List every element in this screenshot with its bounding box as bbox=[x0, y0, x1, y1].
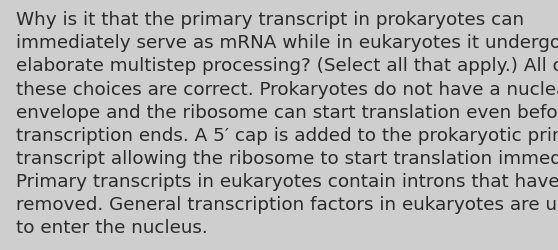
Text: transcript allowing the ribosome to start translation immediately.: transcript allowing the ribosome to star… bbox=[16, 149, 558, 167]
Text: immediately serve as mRNA while in eukaryotes it undergoes: immediately serve as mRNA while in eukar… bbox=[16, 34, 558, 52]
Text: transcription ends. A 5′ cap is added to the prokaryotic primary: transcription ends. A 5′ cap is added to… bbox=[16, 126, 558, 144]
Text: Why is it that the primary transcript in prokaryotes can: Why is it that the primary transcript in… bbox=[16, 11, 524, 29]
Text: envelope and the ribosome can start translation even before: envelope and the ribosome can start tran… bbox=[16, 103, 558, 121]
Text: these choices are correct. Prokaryotes do not have a nuclear: these choices are correct. Prokaryotes d… bbox=[16, 80, 558, 98]
Text: removed. General transcription factors in eukaryotes are unable: removed. General transcription factors i… bbox=[16, 195, 558, 213]
Text: to enter the nucleus.: to enter the nucleus. bbox=[16, 218, 208, 236]
Text: Primary transcripts in eukaryotes contain introns that have to be: Primary transcripts in eukaryotes contai… bbox=[16, 172, 558, 190]
Text: elaborate multistep processing? (Select all that apply.) All of: elaborate multistep processing? (Select … bbox=[16, 57, 558, 75]
